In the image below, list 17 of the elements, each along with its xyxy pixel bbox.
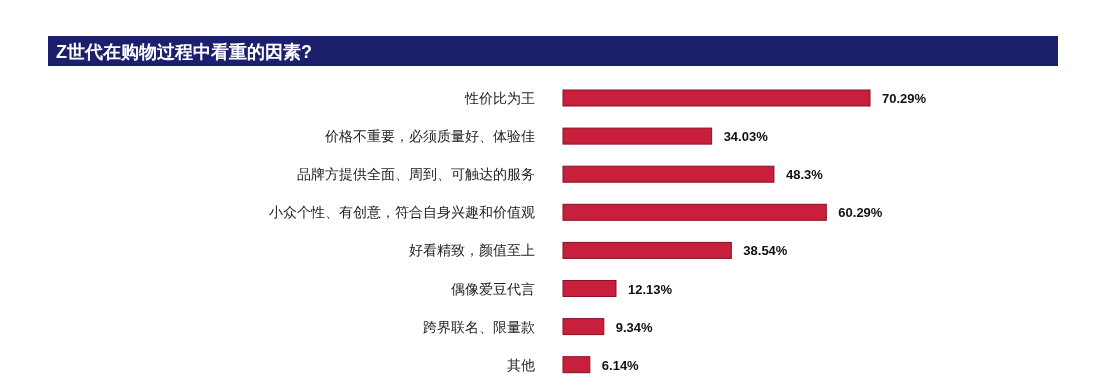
- data-label: 48.3%: [785, 167, 824, 183]
- data-label: 60.29%: [838, 205, 883, 221]
- y-tick-label: 跨界联名、限量款: [423, 318, 535, 335]
- y-tick-label: 小众个性、有创意，符合自身兴趣和价值观: [269, 204, 535, 221]
- y-tick-label: 其他: [507, 356, 535, 373]
- y-tick-label: 偶像爱豆代言: [451, 280, 535, 297]
- data-label: 34.03%: [723, 129, 769, 145]
- data-label: 9.34%: [615, 319, 654, 335]
- y-tick-label: 品牌方提供全面、周到、可触达的服务: [297, 166, 535, 183]
- data-label: 6.14%: [601, 357, 640, 373]
- y-tick-label: 好看精致，颜值至上: [409, 242, 535, 259]
- y-tick-label: 性价比为王: [464, 90, 535, 106]
- y-tick-label: 价格不重要，必须质量好、体验佳: [324, 128, 535, 145]
- data-label: 12.13%: [627, 281, 673, 297]
- data-label: 70.29%: [882, 91, 927, 106]
- data-label: 38.54%: [743, 243, 788, 259]
- text: Z世代在购物过程中看重的因素?: [56, 42, 312, 62]
